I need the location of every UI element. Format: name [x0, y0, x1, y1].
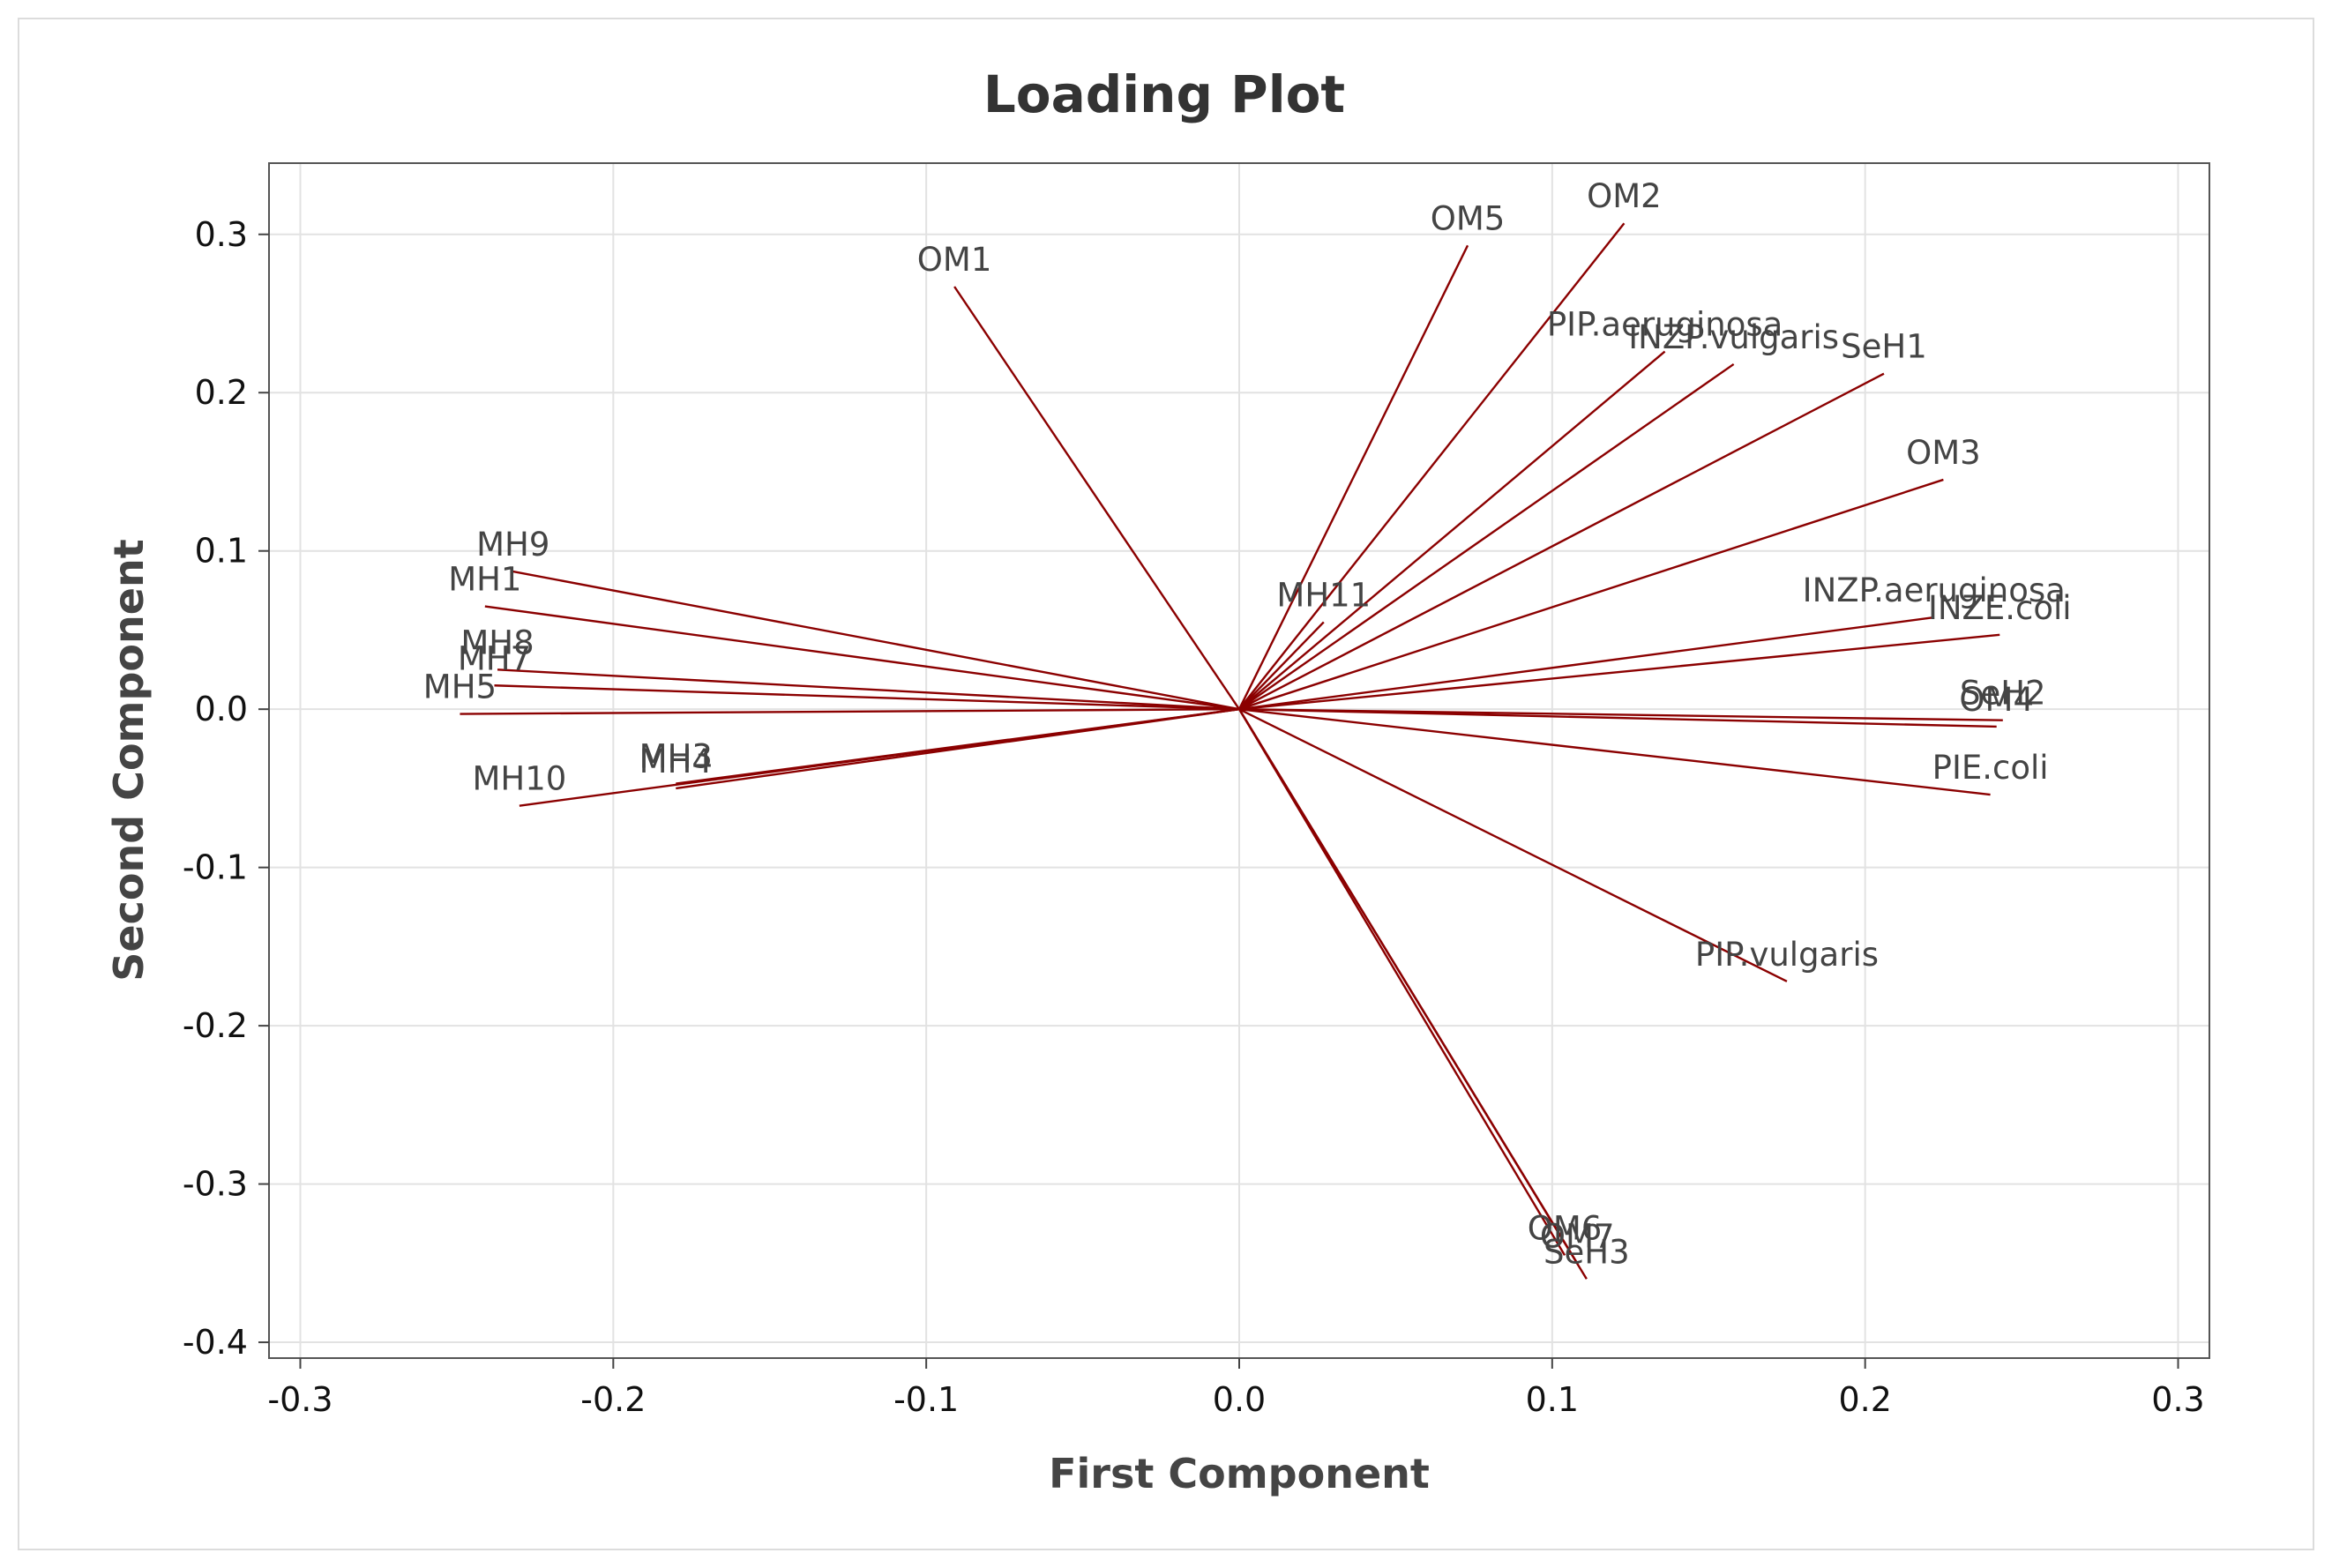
loading-line [519, 707, 1240, 807]
point-label: MH1 [448, 561, 521, 599]
chart-title: Loading Plot [983, 64, 1345, 124]
x-tick-label: 0.1 [1526, 1380, 1579, 1419]
point-label: MH9 [476, 526, 549, 564]
loading-line [494, 684, 1240, 711]
point-label: MH8 [460, 623, 534, 661]
point-label: MH10 [472, 760, 566, 798]
grid [269, 163, 2209, 1358]
point-label: PIE.coli [1932, 749, 2049, 787]
loading-line [1238, 350, 1666, 711]
loading-line [1238, 707, 2003, 721]
y-tick-label: 0.2 [195, 373, 248, 412]
chart-frame [18, 18, 2314, 1550]
y-tick-label: 0.3 [195, 215, 248, 254]
point-label: MH3 [639, 738, 713, 776]
loading-line [1238, 222, 1626, 710]
point-label: SeH3 [1543, 1233, 1630, 1271]
x-tick-label: 0.2 [1838, 1380, 1891, 1419]
loading-line [953, 286, 1240, 710]
loading-line [1238, 362, 1735, 711]
y-tick-label: -0.4 [183, 1323, 248, 1362]
point-label: OM5 [1431, 199, 1506, 237]
point-label: PIP.vulgaris [1695, 936, 1879, 974]
point-label: MH4 [639, 743, 713, 780]
point-label: SeH2 [1960, 675, 2046, 713]
loading-line [1238, 372, 1885, 711]
loading-line [497, 668, 1240, 711]
loading-line [484, 605, 1240, 711]
loading-line [1238, 616, 1934, 711]
loading-line [512, 570, 1240, 711]
x-tick-label: -0.2 [580, 1380, 646, 1419]
point-label: SeH1 [1841, 328, 1927, 366]
loading-line [1237, 244, 1469, 710]
y-tick-label: -0.2 [183, 1006, 248, 1045]
point-label: OM1 [917, 241, 992, 279]
loading-line [1238, 633, 2000, 711]
point-label: OM7 [1540, 1217, 1615, 1255]
x-axis-title: First Component [1049, 1450, 1430, 1497]
loading-line [1237, 708, 1588, 1280]
loading-lines [460, 222, 2003, 1280]
point-label: PIP.aeruginosa [1547, 306, 1783, 344]
axis-ticks: -0.3 -0.2 -0.1 0.0 0.1 0.2 0.3 -0.4 -0.3 -0.2 -0.1… [183, 215, 2205, 1419]
point-label: INZP.aeruginosa [1803, 571, 2066, 609]
y-axis-title: Second Component [105, 539, 153, 981]
y-tick-label: -0.1 [183, 848, 248, 887]
point-label: OM4 [1959, 681, 2034, 719]
x-tick-label: 0.0 [1213, 1380, 1266, 1419]
point-label: OM6 [1528, 1209, 1603, 1247]
loading-line [1238, 708, 1788, 982]
x-tick-label: 0.3 [2151, 1380, 2204, 1419]
point-label: MH7 [458, 639, 531, 677]
loading-line [1238, 707, 1991, 796]
loading-line [1238, 478, 1944, 711]
y-tick-label: 0.0 [195, 690, 248, 728]
point-label: INZP.vulgaris [1628, 318, 1839, 356]
point-label: OM2 [1587, 177, 1662, 215]
loading-line [1237, 708, 1566, 1256]
loading-line [1238, 707, 1997, 728]
x-tick-label: -0.3 [267, 1380, 333, 1419]
point-label: OM3 [1906, 434, 1981, 472]
loading-line [1238, 621, 1325, 711]
point-label: INZE.coli [1928, 589, 2072, 627]
loading-line [460, 707, 1240, 715]
x-tick-label: -0.1 [893, 1380, 959, 1419]
y-tick-label: 0.1 [195, 532, 248, 571]
point-label: MH11 [1276, 576, 1371, 614]
y-tick-label: -0.3 [183, 1165, 248, 1204]
point-label: MH5 [423, 668, 497, 706]
